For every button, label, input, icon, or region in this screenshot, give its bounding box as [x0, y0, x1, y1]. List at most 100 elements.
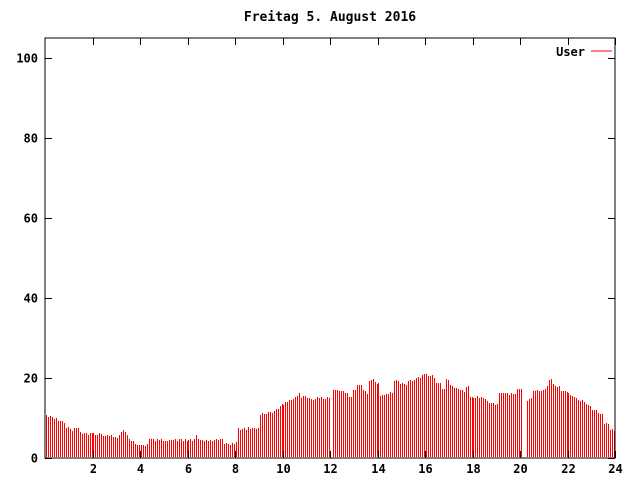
bar [218, 440, 219, 457]
bar [95, 435, 96, 457]
bar [159, 440, 160, 457]
bar [412, 381, 413, 457]
bar [119, 435, 120, 457]
bar [125, 432, 126, 457]
x-tick-label: 22 [561, 462, 575, 476]
bar [454, 388, 455, 457]
bar [280, 406, 281, 457]
bar [293, 399, 294, 457]
bar [373, 379, 374, 457]
bar [192, 441, 193, 457]
bar [460, 390, 461, 457]
bar [169, 440, 170, 457]
bar [444, 389, 445, 457]
bar [568, 393, 569, 457]
bar [173, 440, 174, 457]
bar [497, 404, 498, 457]
bar [163, 441, 164, 457]
bar [588, 405, 589, 457]
bar [319, 398, 320, 457]
bar [238, 428, 239, 457]
bar [250, 429, 251, 457]
bar [359, 385, 360, 457]
bar [466, 387, 467, 457]
bar [567, 392, 568, 457]
bar [262, 413, 263, 457]
bar [210, 440, 211, 457]
bar [268, 412, 269, 457]
bar [424, 374, 425, 457]
bar [260, 415, 261, 457]
bar [337, 390, 338, 457]
bar [515, 394, 516, 457]
bar [602, 414, 603, 457]
bar [343, 391, 344, 457]
bar [339, 391, 340, 457]
bar [345, 393, 346, 457]
y-tick-label: 0 [31, 452, 38, 466]
bar [242, 429, 243, 457]
bar [610, 430, 611, 457]
bar [400, 384, 401, 457]
bar [177, 441, 178, 457]
bar [485, 399, 486, 457]
bar [212, 441, 213, 457]
bar [228, 444, 229, 457]
x-tick-label: 6 [185, 462, 192, 476]
bar [361, 385, 362, 457]
bar [440, 383, 441, 457]
bar [501, 393, 502, 457]
bar [406, 385, 407, 457]
bar [107, 435, 108, 457]
bar [295, 397, 296, 457]
bar [537, 390, 538, 457]
bar [82, 434, 83, 457]
bar [452, 386, 453, 457]
bar [246, 430, 247, 457]
bar [236, 442, 237, 457]
bar [54, 419, 55, 457]
bar [141, 445, 142, 457]
chart-title: Freitag 5. August 2016 [244, 10, 416, 25]
bar [274, 411, 275, 457]
bar [428, 376, 429, 457]
bar [190, 439, 191, 457]
bar [323, 399, 324, 457]
bar [66, 428, 67, 457]
bar [462, 390, 463, 457]
bar [307, 398, 308, 457]
y-tick-label: 100 [16, 52, 38, 66]
bar [72, 431, 73, 457]
bar [598, 413, 599, 457]
bar [529, 399, 530, 457]
bar [410, 380, 411, 457]
bar [60, 421, 61, 457]
bar [521, 389, 522, 457]
bar [181, 439, 182, 457]
bar [109, 436, 110, 457]
bar [278, 409, 279, 457]
bar [418, 377, 419, 457]
bar [527, 401, 528, 457]
x-tick-label: 16 [418, 462, 432, 476]
bar [584, 402, 585, 457]
bar [458, 389, 459, 457]
bar [438, 383, 439, 457]
bar [133, 441, 134, 457]
bar [196, 435, 197, 457]
y-tick-label: 20 [24, 372, 38, 386]
bar [121, 432, 122, 457]
bar [511, 393, 512, 457]
bar [472, 397, 473, 457]
bar [58, 421, 59, 457]
x-tick-label: 18 [466, 462, 480, 476]
bar [495, 405, 496, 457]
bar [317, 397, 318, 457]
bar [416, 378, 417, 457]
bar [351, 397, 352, 457]
bar [315, 399, 316, 457]
bar [392, 393, 393, 457]
x-tick-label: 4 [137, 462, 144, 476]
bar [572, 396, 573, 457]
bar [367, 394, 368, 457]
